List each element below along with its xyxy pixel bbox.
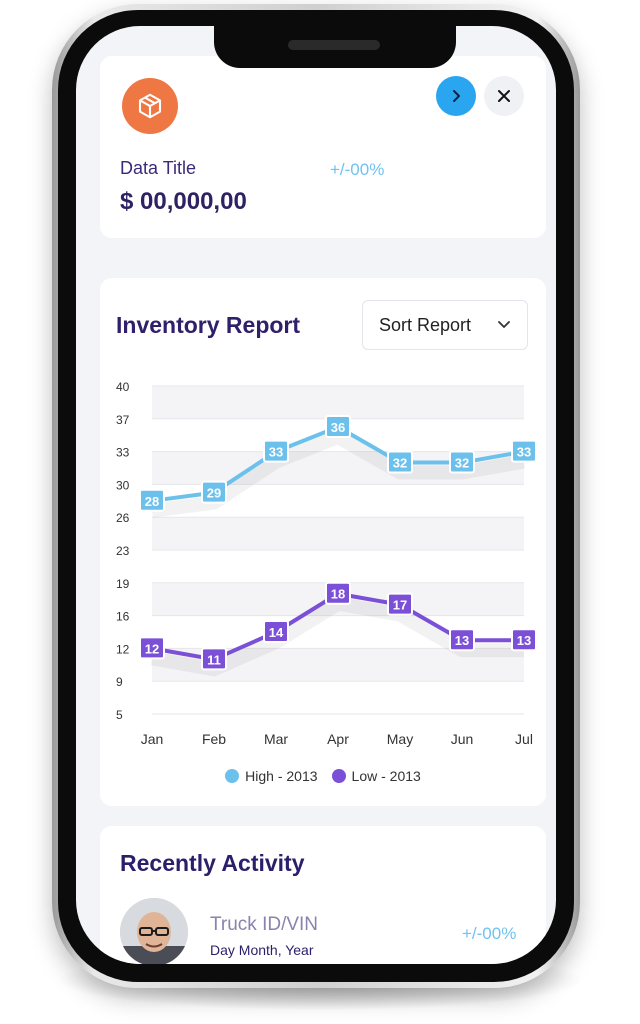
legend-label: High - 2013 [245,768,318,784]
data-label: 13 [517,633,531,648]
data-label: 18 [331,587,345,602]
y-tick-label: 19 [116,577,130,591]
y-tick-label: 23 [116,544,130,558]
sort-report-dropdown[interactable]: Sort Report [362,300,528,350]
data-point-marker [263,620,289,643]
data-label: 33 [517,445,531,460]
y-tick-label: 12 [116,642,130,656]
legend-dot-icon [331,769,346,783]
summary-card: Data Title $ 00,000,00 +/-00% [100,56,546,238]
data-label: 14 [269,625,284,640]
data-change: +/-00% [330,160,385,179]
y-tick-label: 30 [116,478,130,492]
activity-change: +/-00% [462,924,517,943]
y-tick-label: 16 [116,610,130,624]
phone-frame: Data Title $ 00,000,00 +/-00% Inventory … [52,4,580,988]
data-label: 36 [331,420,345,435]
data-point-marker [263,439,289,463]
data-point-marker [511,439,537,463]
y-tick-label: 33 [116,446,130,460]
data-title: Data Title [120,158,197,178]
y-tick-label: 9 [116,675,123,689]
avatar[interactable] [120,898,188,964]
y-tick-label: 37 [116,413,130,427]
report-title: Inventory Report [116,312,301,338]
x-tick-label: Jul [515,731,533,747]
data-point-marker [387,450,413,474]
truck-id-label[interactable]: Truck ID/VIN [210,914,319,935]
data-label: 28 [145,494,159,509]
activity-date: Day Month, Year [210,942,314,958]
close-icon [498,90,510,102]
data-point-marker [139,636,165,660]
phone-screen: Data Title $ 00,000,00 +/-00% Inventory … [76,26,556,964]
data-label: 33 [269,445,283,460]
legend-dot-icon [225,769,240,783]
inventory-report-card: Inventory Report Sort Report 40 37 33 30 26 2… [100,278,546,806]
data-point-marker [201,480,227,504]
data-label: 12 [145,641,159,656]
x-tick-label: Jun [451,731,474,747]
data-label: 17 [393,598,407,613]
legend-item[interactable]: Low - 2013 [331,768,421,784]
x-tick-label: Apr [327,731,349,747]
chart-legend: High - 2013 Low - 2013 [100,768,546,784]
phone-bezel: Data Title $ 00,000,00 +/-00% Inventory … [58,10,574,982]
package-icon [122,78,178,134]
data-point-marker [387,592,413,616]
next-button[interactable] [436,76,476,116]
y-tick-label: 40 [116,380,130,394]
data-point-marker [449,450,475,474]
data-point-marker [449,628,475,652]
grid-band [152,386,524,419]
legend-item[interactable]: High - 2013 [225,768,318,784]
data-label: 29 [207,486,221,501]
legend-label: Low - 2013 [351,768,421,784]
recent-activity-card: Recently Activity Truck ID/VIN Day Month… [100,826,546,964]
inventory-line-chart: 40 37 33 30 26 23 19 16 12 9 5 Jan Feb Mar Apr May Jun Ju… [116,380,537,747]
data-value: $ 00,000,00 [120,188,247,215]
chevron-right-icon [453,90,460,102]
data-point-marker [325,415,351,438]
x-tick-label: Feb [202,731,226,747]
sort-report-label: Sort Report [379,314,472,335]
y-tick-label: 5 [116,708,123,722]
x-tick-label: Jan [141,731,164,747]
data-point-marker [201,647,227,671]
data-point-marker [325,581,351,605]
data-point-marker [511,628,537,652]
close-button[interactable] [484,76,524,116]
x-tick-label: May [387,731,413,747]
x-tick-label: Mar [264,731,288,747]
data-label: 32 [455,456,469,471]
data-point-marker [139,488,165,512]
y-tick-label: 26 [116,511,130,525]
data-label: 13 [455,633,469,648]
activity-title: Recently Activity [120,850,305,876]
data-label: 11 [207,652,221,667]
grid-band [152,517,524,550]
chevron-down-icon [498,321,510,328]
phone-notch [214,26,456,68]
data-label: 32 [393,456,407,471]
